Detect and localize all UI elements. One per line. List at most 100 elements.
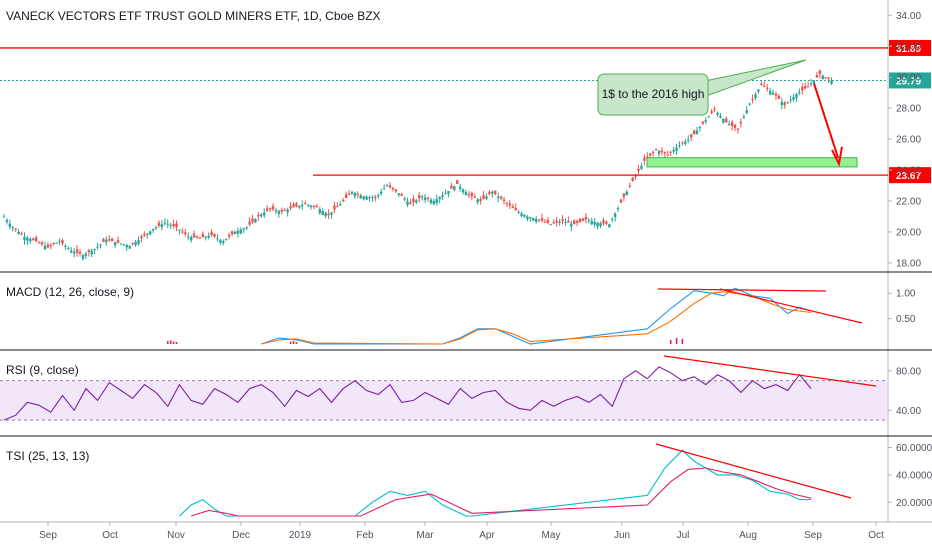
candle (660, 147, 664, 156)
candle (70, 247, 73, 254)
candle (771, 89, 775, 96)
candle (447, 190, 450, 198)
candle-body (166, 223, 169, 225)
tsi-y-tick-label: 60.0000 (896, 443, 932, 454)
candle-body (339, 204, 342, 206)
candle (78, 249, 82, 257)
candle-body (505, 202, 509, 204)
price-axes[interactable]: 34.00 32.00 30.00 28.00 26.00 24.00 22.00 20.00… (888, 11, 932, 509)
candle-body (812, 80, 816, 84)
candle-body (268, 208, 272, 210)
candle-body (692, 130, 696, 135)
candle (64, 243, 67, 250)
candle (657, 149, 661, 157)
forecast-arrow-head (831, 146, 843, 168)
candle (684, 139, 687, 146)
candle-body (456, 180, 459, 184)
candle (321, 208, 324, 216)
candle (204, 235, 207, 241)
candle (815, 72, 819, 79)
macd-histogram-bar (669, 339, 672, 344)
candle-body (271, 205, 275, 210)
candle-body (23, 236, 26, 241)
candle-body (201, 233, 205, 238)
candle (599, 221, 602, 228)
candle (409, 198, 412, 205)
candle-body (344, 194, 348, 198)
candle-body (511, 206, 514, 208)
candle (99, 243, 102, 249)
candle (274, 207, 278, 215)
candle-body (248, 221, 251, 225)
candle-body (216, 238, 219, 240)
x-tick-label: Feb (356, 530, 374, 541)
candle (716, 111, 719, 117)
x-tick-label: 2019 (289, 530, 312, 541)
candle-body (482, 195, 485, 199)
candle (725, 116, 728, 123)
candle-body (754, 94, 757, 99)
candle (298, 205, 301, 210)
candle-body (485, 196, 488, 199)
candle-body (830, 80, 833, 84)
candle (590, 217, 593, 225)
candle-body (821, 75, 824, 79)
candle-body (806, 86, 810, 88)
candle (499, 195, 503, 201)
candle-body (327, 213, 330, 215)
candle (672, 146, 675, 155)
candle (733, 124, 737, 132)
candle-body (798, 92, 801, 94)
candle-body (613, 213, 617, 218)
candle-body (508, 203, 512, 206)
candle (619, 198, 623, 204)
candle-body (350, 191, 354, 194)
macd-histogram-bar (681, 338, 684, 344)
candle-body (178, 229, 181, 231)
candle-body (426, 197, 430, 199)
candle (207, 232, 210, 240)
candle (611, 217, 614, 223)
candle (608, 223, 611, 228)
time-axis[interactable]: Sep Oct Nov Dec 2019 Feb Mar Apr May Jun Jul Aug Sep… (39, 522, 884, 541)
candle (546, 217, 550, 225)
candle-body (619, 199, 623, 203)
candle (8, 219, 12, 230)
candle (713, 106, 716, 113)
candle-body (795, 94, 798, 98)
candle-body (447, 190, 450, 194)
tsi-pane[interactable]: TSI (25, 13, 13) (6, 443, 852, 517)
candle-body (274, 210, 278, 212)
candle (739, 118, 743, 128)
price-pane[interactable]: VANECK VECTORS ETF TRUST GOLD MINERS ETF… (0, 9, 931, 261)
candle-body (631, 177, 634, 181)
candle-body (84, 253, 88, 256)
candle (29, 236, 32, 244)
candle-body (406, 201, 409, 206)
macd-pane[interactable]: MACD (12, 26, close, 9) (6, 285, 863, 345)
rsi-pane-title: RSI (9, close) (6, 363, 79, 377)
candle-body (242, 228, 245, 230)
candle-body (195, 236, 199, 238)
macd-histogram-bar (172, 341, 175, 344)
candle (689, 134, 693, 142)
candle (558, 218, 561, 226)
candle-body (608, 224, 611, 228)
candle (90, 248, 93, 258)
candle (651, 150, 655, 157)
candle (643, 154, 646, 166)
candle-body (809, 83, 813, 85)
rsi-pane[interactable]: RSI (9, close) (0, 355, 888, 421)
candle (265, 205, 269, 212)
candle (602, 217, 605, 226)
candle (210, 229, 213, 237)
candle-body (540, 218, 544, 221)
candle-body (239, 229, 243, 234)
candle (537, 219, 541, 223)
candle (254, 218, 257, 224)
candle (464, 189, 468, 196)
price-candles (2, 69, 833, 261)
price-y-tick-label: 18.00 (896, 258, 921, 269)
candle (295, 201, 298, 208)
price-y-tick-label: 28.00 (896, 104, 921, 115)
